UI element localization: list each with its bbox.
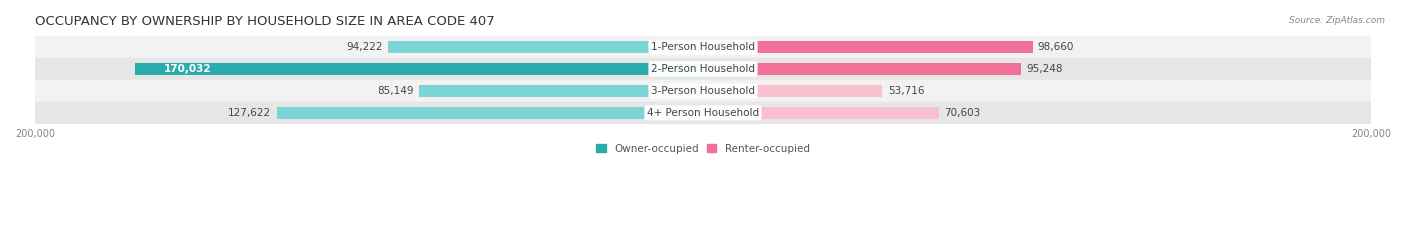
Text: OCCUPANCY BY OWNERSHIP BY HOUSEHOLD SIZE IN AREA CODE 407: OCCUPANCY BY OWNERSHIP BY HOUSEHOLD SIZE…	[35, 15, 495, 28]
Legend: Owner-occupied, Renter-occupied: Owner-occupied, Renter-occupied	[592, 140, 814, 158]
Text: 53,716: 53,716	[887, 86, 924, 96]
Bar	[135, 63, 703, 75]
Text: 70,603: 70,603	[945, 108, 980, 118]
Bar	[703, 85, 883, 97]
Bar	[277, 106, 703, 119]
Text: 170,032: 170,032	[163, 64, 211, 74]
Bar	[35, 58, 1371, 80]
Text: 2-Person Household: 2-Person Household	[651, 64, 755, 74]
Bar	[419, 85, 703, 97]
Bar	[703, 63, 1021, 75]
Bar	[703, 106, 939, 119]
Text: 94,222: 94,222	[346, 42, 382, 52]
Bar	[35, 102, 1371, 124]
Bar	[388, 41, 703, 53]
Text: 4+ Person Household: 4+ Person Household	[647, 108, 759, 118]
Bar	[35, 36, 1371, 58]
Text: 3-Person Household: 3-Person Household	[651, 86, 755, 96]
Text: Source: ZipAtlas.com: Source: ZipAtlas.com	[1289, 16, 1385, 25]
Text: 127,622: 127,622	[228, 108, 271, 118]
Text: 95,248: 95,248	[1026, 64, 1063, 74]
Text: 85,149: 85,149	[377, 86, 413, 96]
Bar	[35, 80, 1371, 102]
Text: 98,660: 98,660	[1038, 42, 1074, 52]
Text: 1-Person Household: 1-Person Household	[651, 42, 755, 52]
Bar	[703, 41, 1032, 53]
